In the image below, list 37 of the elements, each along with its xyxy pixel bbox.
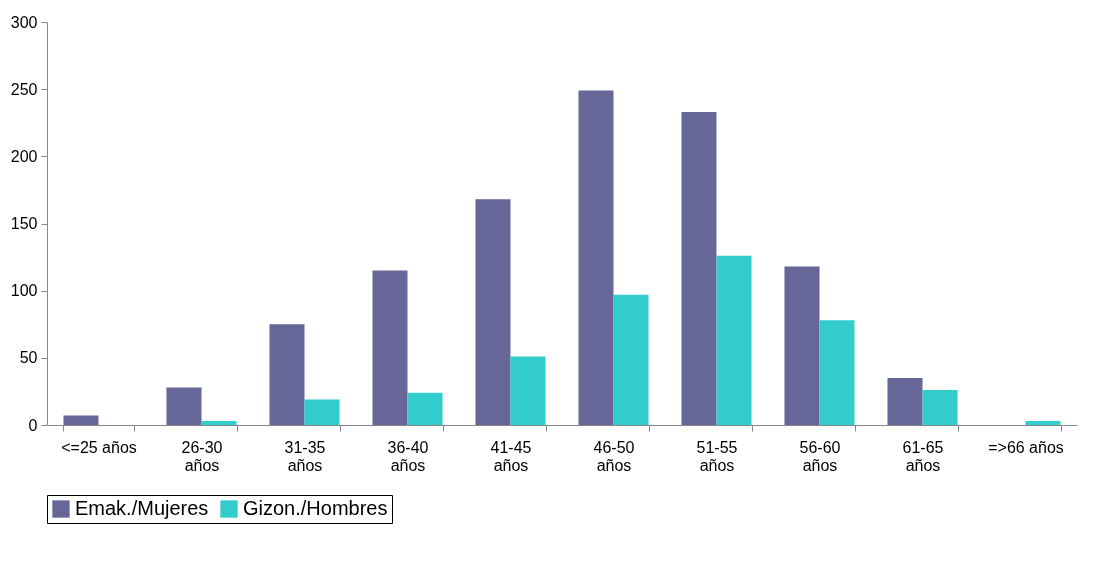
bar	[475, 199, 511, 425]
bar	[681, 112, 717, 425]
x-tick-label: 61-65 años	[902, 438, 944, 474]
bar	[63, 415, 99, 425]
bar	[304, 399, 340, 425]
x-tick-label: 31-35 años	[284, 438, 326, 474]
bar	[887, 377, 923, 425]
legend-label: Gizon./Hombres	[243, 497, 388, 519]
y-tick-label: 100	[10, 282, 38, 300]
bar	[407, 392, 443, 425]
bar	[716, 255, 752, 425]
bar	[578, 90, 614, 425]
y-tick-label: 250	[10, 80, 38, 98]
bar	[510, 356, 546, 425]
x-tick-label: =>66 años	[988, 438, 1064, 456]
bar	[922, 390, 958, 425]
bar	[1025, 420, 1061, 425]
x-tick-label: 56-60 años	[799, 438, 841, 474]
y-tick-label: 300	[10, 13, 38, 31]
y-tick-label: 0	[28, 416, 38, 434]
bar	[613, 294, 649, 425]
bar	[269, 324, 305, 425]
y-tick-label: 200	[10, 147, 38, 165]
bar	[784, 266, 820, 425]
bar	[372, 270, 408, 425]
bar	[166, 387, 202, 425]
x-tick-label: <=25 años	[61, 438, 137, 456]
y-tick-label: 150	[10, 215, 38, 232]
x-tick-label: 41-45 años	[490, 438, 532, 474]
legend-label: Emak./Mujeres	[75, 497, 209, 519]
bar	[201, 420, 237, 425]
x-tick-label: 36-40 años	[387, 438, 429, 474]
x-tick-label: 46-50 años	[593, 438, 635, 474]
x-tick-label: 51-55 años	[696, 438, 738, 474]
x-tick-label: 26-30 años	[181, 438, 223, 474]
bar	[819, 320, 855, 425]
y-tick-label: 50	[19, 349, 38, 367]
